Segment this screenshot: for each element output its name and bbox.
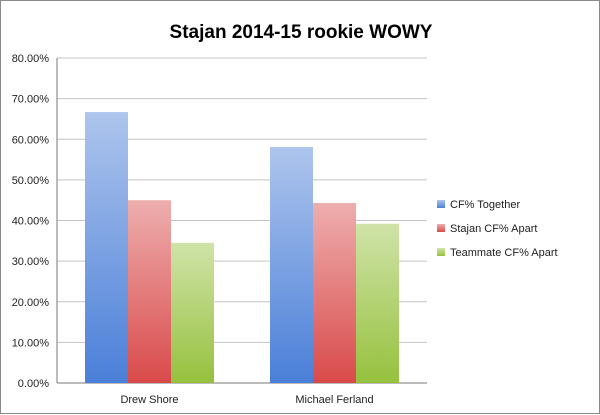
y-tick-label: 80.00% [12,53,50,65]
y-tick-label: 70.00% [12,94,50,106]
bar-cf-together-michael-ferland [270,146,313,383]
bars [85,112,399,383]
legend-swatch [437,200,445,208]
y-tick-label: 60.00% [12,134,50,146]
legend-label: Teammate CF% Apart [450,247,558,259]
bar-teammate-cf-apart-michael-ferland [356,223,399,383]
legend-label: Stajan CF% Apart [450,223,537,235]
y-tick-labels: 0.00% 10.00% 20.00% 30.00% 40.00% 50.00% 60.00… [12,53,50,390]
x-category-label: Michael Ferland [295,394,373,406]
bar-stajan-cf-apart-michael-ferland [313,203,356,383]
bar-teammate-cf-apart-drew-shore [171,242,214,383]
x-category-labels: Drew Shore Michael Ferland [120,394,373,406]
y-tick-label: 40.00% [12,216,50,228]
y-tick-label: 30.00% [12,256,50,268]
bar-cf-together-drew-shore [85,112,128,383]
legend-label: CF% Together [450,199,520,211]
y-tick-label: 50.00% [12,175,50,187]
y-tick-label: 0.00% [18,378,49,390]
y-tick-label: 10.00% [12,337,50,349]
bar-stajan-cf-apart-drew-shore [128,200,171,383]
x-category-label: Drew Shore [120,394,178,406]
y-tick-label: 20.00% [12,297,50,309]
legend: CF% Together Stajan CF% Apart Teammate CF%… [437,199,558,259]
legend-swatch [437,224,445,232]
legend-swatch [437,248,445,256]
chart-title: Stajan 2014-15 rookie WOWY [170,22,433,43]
